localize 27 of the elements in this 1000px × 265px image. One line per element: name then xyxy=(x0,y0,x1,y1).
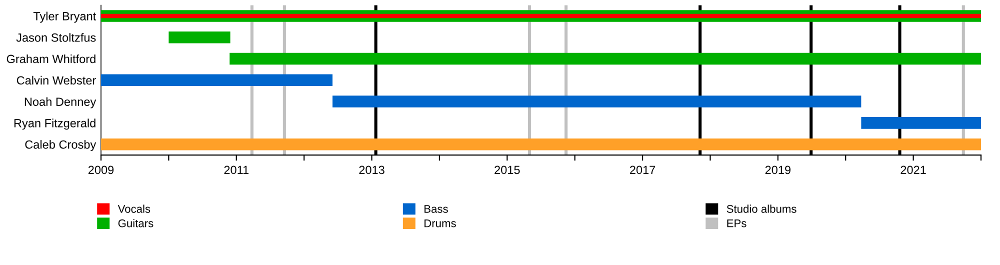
bar xyxy=(101,74,333,86)
bar xyxy=(332,96,862,108)
x-tick-label: 2021 xyxy=(900,166,926,174)
bar xyxy=(861,117,981,129)
bar xyxy=(230,52,981,65)
legend-label: Studio albums xyxy=(726,204,796,213)
legend-label: Bass xyxy=(424,205,448,213)
y-tick-label: Graham Whitford xyxy=(6,54,96,64)
y-tick-label: Noah Denney xyxy=(24,97,96,108)
legend-label: EPs xyxy=(727,220,746,228)
legend-label: Vocals xyxy=(118,204,150,213)
x-tick-label: 2009 xyxy=(88,166,114,174)
bar xyxy=(101,138,981,150)
x-tick-label: 2015 xyxy=(494,166,520,174)
y-tick-label: Calvin Webster xyxy=(16,76,96,85)
y-tick-label: Tyler Bryant xyxy=(33,12,96,23)
x-tick-label: 2011 xyxy=(224,166,249,174)
x-tick-label: 2013 xyxy=(359,166,384,174)
y-tick-label: Ryan Fitzgerald xyxy=(14,118,96,130)
y-tick-label: Jason Stoltzfus xyxy=(16,33,96,42)
y-tick-label: Caleb Crosby xyxy=(25,140,96,152)
x-tick-label: 2017 xyxy=(630,166,656,174)
bar xyxy=(168,32,230,44)
x-tick-label: 2019 xyxy=(765,166,790,174)
legend-label: Guitars xyxy=(118,219,154,228)
bar xyxy=(101,14,981,18)
legend-label: Drums xyxy=(424,220,456,228)
